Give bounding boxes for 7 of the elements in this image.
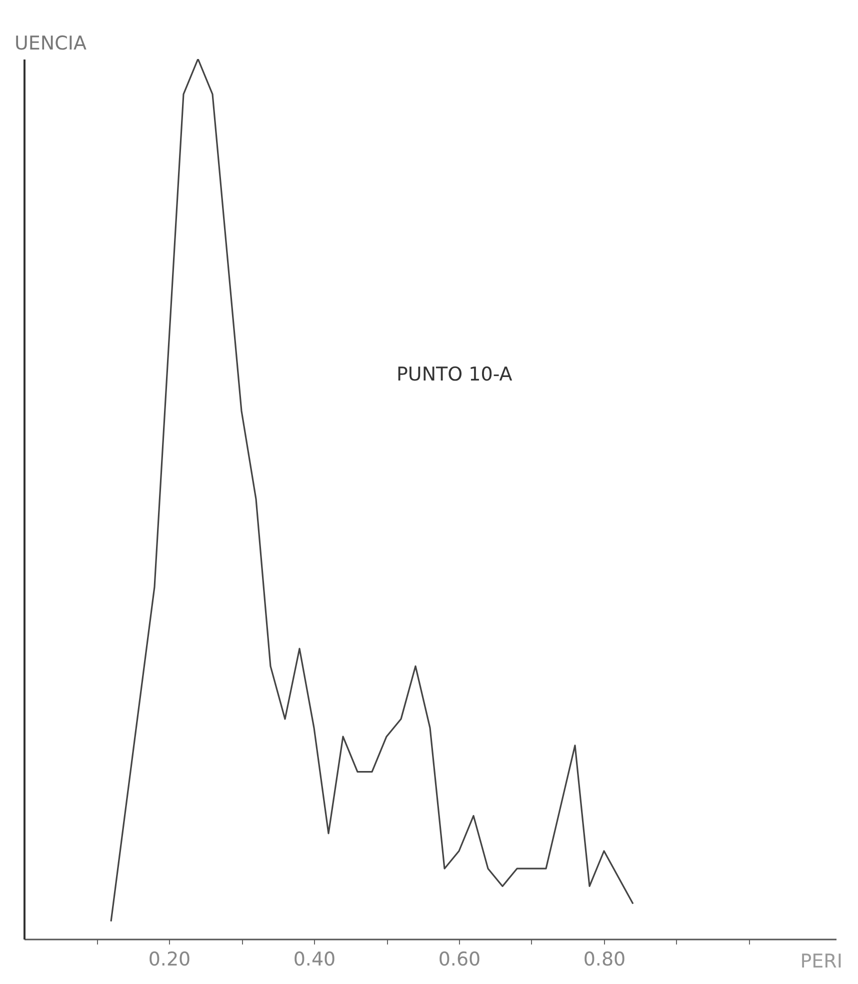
x-tick-label: 0.20 — [148, 948, 191, 970]
x-axis-title: PERI — [800, 950, 842, 972]
x-tick-label: 0.60 — [438, 948, 481, 970]
x-tick-label: 0.40 — [293, 948, 336, 970]
annotation: PUNTO 10-A — [396, 364, 512, 386]
x-tick-label: 0.80 — [583, 948, 626, 970]
y-axis-title: UENCIA — [14, 32, 86, 54]
